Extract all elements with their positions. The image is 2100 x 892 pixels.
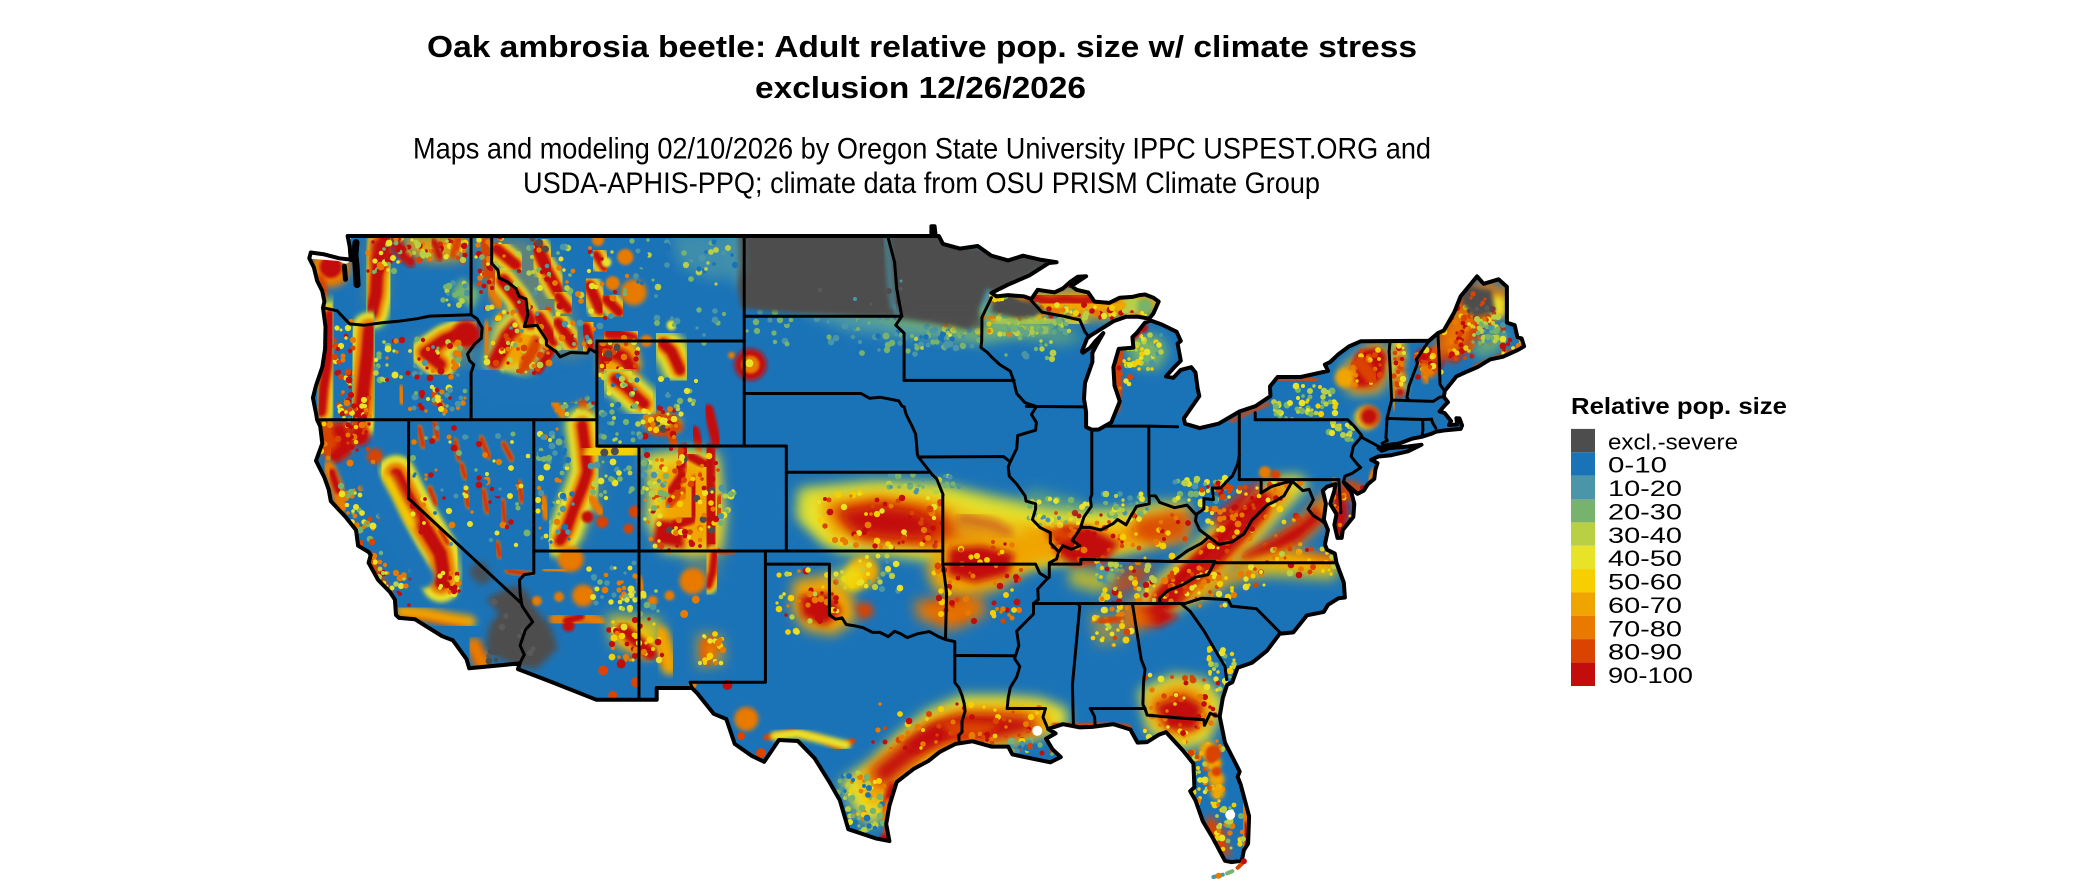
svg-text:30-40: 30-40	[1608, 523, 1682, 548]
svg-text:40-50: 40-50	[1608, 546, 1682, 571]
svg-text:0-10: 0-10	[1608, 453, 1667, 478]
svg-text:excl.-severe: excl.-severe	[1608, 429, 1738, 454]
svg-text:Relative pop. size: Relative pop. size	[1571, 393, 1787, 419]
svg-text:exclusion 12/26/2026: exclusion 12/26/2026	[755, 70, 1086, 105]
svg-text:USDA-APHIS-PPQ; climate data f: USDA-APHIS-PPQ; climate data from OSU PR…	[523, 167, 1320, 200]
svg-text:90-100: 90-100	[1608, 663, 1693, 688]
svg-text:60-70: 60-70	[1608, 593, 1682, 618]
svg-text:20-30: 20-30	[1608, 499, 1682, 524]
svg-text:80-90: 80-90	[1608, 640, 1682, 665]
svg-text:70-80: 70-80	[1608, 616, 1682, 641]
svg-text:10-20: 10-20	[1608, 476, 1682, 501]
svg-text:Oak ambrosia beetle: Adult rel: Oak ambrosia beetle: Adult relative pop.…	[427, 29, 1417, 64]
svg-text:Maps and modeling 02/10/2026 b: Maps and modeling 02/10/2026 by Oregon S…	[413, 133, 1431, 166]
svg-text:50-60: 50-60	[1608, 570, 1682, 595]
